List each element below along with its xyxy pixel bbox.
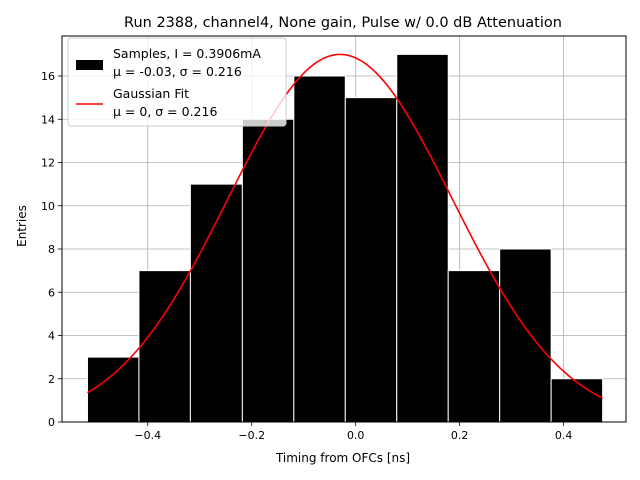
histogram-bars	[86, 53, 604, 423]
legend-label-fit-stats: μ = 0, σ = 0.216	[113, 104, 217, 119]
legend-label-fit: Gaussian Fit	[113, 86, 189, 101]
y-tick-label: 12	[41, 157, 55, 170]
x-axis-ticks: −0.4 −0.2 0.0 0.2 0.4	[134, 422, 572, 442]
y-tick-label: 6	[48, 286, 55, 299]
histogram-bar-10	[550, 378, 604, 423]
y-axis-label: Entries	[15, 205, 29, 247]
histogram-bar-6	[344, 97, 398, 423]
histogram-bar-5	[293, 75, 346, 423]
histogram-bar-4	[241, 118, 295, 423]
legend-box	[67, 37, 287, 127]
x-tick-label: 0.2	[451, 429, 469, 442]
legend-label-samples: Samples, I = 0.3906mA	[113, 46, 261, 61]
y-tick-label: 8	[48, 243, 55, 256]
y-tick-label: 0	[48, 416, 55, 429]
y-tick-label: 16	[41, 70, 55, 83]
legend-label-samples-stats: μ = -0.03, σ = 0.216	[113, 64, 242, 79]
x-axis-label: Timing from OFCs [ns]	[275, 451, 410, 465]
y-tick-label: 14	[41, 113, 55, 126]
histogram-bar-9	[499, 248, 552, 423]
legend-swatch-samples	[76, 60, 103, 70]
histogram-bar-1	[86, 356, 140, 423]
legend: Samples, I = 0.3906mA μ = -0.03, σ = 0.2…	[67, 37, 287, 127]
y-axis-ticks: 0 2 4 6 8 10 12 14 16	[41, 70, 62, 429]
x-tick-label: 0.4	[555, 429, 573, 442]
histogram-bar-2	[138, 270, 191, 423]
histogram-bar-7	[396, 53, 449, 423]
axes-frame	[61, 35, 627, 423]
gaussian-fit-layer	[87, 53, 603, 399]
histogram-bar-8	[447, 270, 501, 423]
y-tick-label: 4	[48, 330, 55, 343]
y-tick-label: 10	[41, 200, 55, 213]
gaussian-fit-curve	[87, 53, 603, 399]
x-tick-label: −0.4	[134, 429, 161, 442]
chart-title: Run 2388, channel4, None gain, Pulse w/ …	[124, 15, 562, 31]
histogram-bar-3	[189, 183, 243, 423]
x-tick-label: 0.0	[347, 429, 365, 442]
x-tick-label: −0.2	[238, 429, 265, 442]
y-tick-label: 2	[48, 373, 55, 386]
